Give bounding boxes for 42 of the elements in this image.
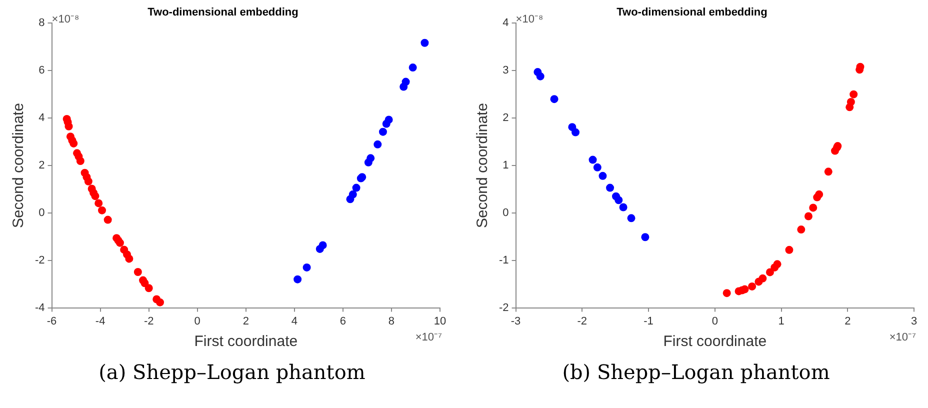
y-tick-label: 2 xyxy=(38,160,45,172)
x-tick-label: -3 xyxy=(510,315,521,328)
x-tick-label: -2 xyxy=(577,315,588,328)
x-tick-label: -2 xyxy=(144,315,154,328)
x-tick-label: 3 xyxy=(910,315,918,328)
x-tick-label: 2 xyxy=(844,315,851,328)
y-tick-label: -2 xyxy=(35,254,45,266)
x-tick-label: 6 xyxy=(340,315,346,328)
x-axis-title: First coordinate xyxy=(194,333,298,350)
x-tick-label: -1 xyxy=(644,315,654,328)
y-tick-label: 2 xyxy=(502,112,509,124)
text: ×10⁻⁷ xyxy=(415,331,442,344)
x-tick-label: 1 xyxy=(778,315,784,328)
x-tick-label: 0 xyxy=(194,315,200,328)
text: (a) Shepp–Logan phantom xyxy=(98,360,366,384)
x-tick-label: 10 xyxy=(434,315,446,328)
y-tick-label: 4 xyxy=(502,17,509,30)
y-tick-label: -4 xyxy=(35,302,45,314)
x-tick-label: 8 xyxy=(388,315,395,328)
y-tick-label: 8 xyxy=(38,17,45,30)
y-axis-title: Second coordinate xyxy=(10,102,28,228)
y-tick-label: 1 xyxy=(502,160,509,172)
x-tick-label: 0 xyxy=(712,315,718,328)
annotation: ×10⁻⁸ xyxy=(516,14,544,26)
y-tick-label: 0 xyxy=(38,206,45,219)
y-tick-label: -2 xyxy=(499,302,509,314)
x-tick-label: 2 xyxy=(242,315,249,328)
x-axis-title: First coordinate xyxy=(663,333,767,350)
y-tick-label: 4 xyxy=(38,112,45,124)
text: ×10⁻⁷ xyxy=(889,331,916,344)
chart-title: Two-dimensional embedding xyxy=(148,6,298,19)
x-tick-label: 4 xyxy=(291,315,298,328)
y-tick-label: 3 xyxy=(502,64,509,77)
y-axis-title: Second coordinate xyxy=(474,102,492,228)
y-tick-label: 0 xyxy=(502,206,509,219)
text: (b) Shepp–Logan phantom xyxy=(561,360,831,384)
chart-title: Two-dimensional embedding xyxy=(616,6,768,19)
annotation: ×10⁻⁸ xyxy=(52,14,80,26)
x-tick-label: -6 xyxy=(46,315,57,328)
y-tick-label: -1 xyxy=(499,254,509,266)
x-tick-label: -4 xyxy=(95,315,106,328)
y-tick-label: 6 xyxy=(38,64,45,77)
